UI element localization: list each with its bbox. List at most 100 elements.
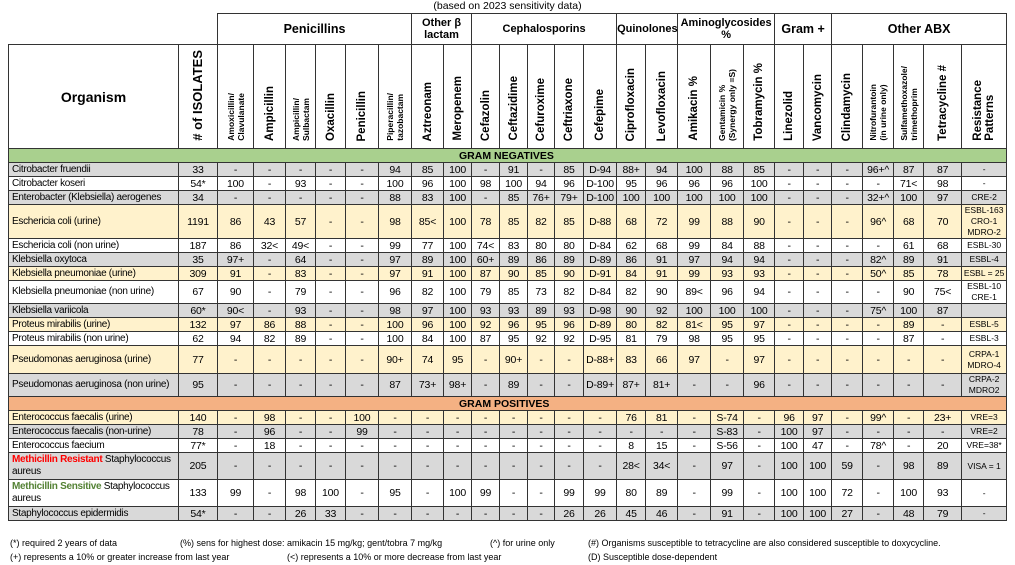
- resistance-pattern-cell: ESBL-4: [961, 252, 1008, 267]
- susceptibility-cell: 47: [803, 438, 833, 453]
- susceptibility-cell: 86: [217, 238, 254, 253]
- resistance-pattern-cell: VRE=2: [961, 424, 1008, 439]
- resistance-pattern-cell: CRPA-2 MDRO2: [961, 373, 1008, 397]
- isolates-cell: 309: [178, 266, 218, 281]
- organism-cell: Klebsiella oxytoca: [8, 252, 179, 267]
- susceptibility-cell: 96: [499, 317, 529, 332]
- susceptibility-cell: -: [743, 410, 776, 425]
- susceptibility-cell: 82: [616, 280, 647, 304]
- susceptibility-cell: -: [315, 452, 346, 480]
- susceptibility-cell: 98: [253, 410, 286, 425]
- susceptibility-cell: -: [677, 479, 712, 507]
- susceptibility-cell: 89: [411, 252, 445, 267]
- susceptibility-cell: 45: [616, 506, 647, 521]
- organism-cell: Staphylococcus epidermidis: [8, 506, 179, 521]
- susceptibility-cell: -: [471, 345, 501, 374]
- susceptibility-cell: -: [743, 479, 776, 507]
- susceptibility-cell: -: [345, 204, 379, 239]
- susceptibility-cell: -: [285, 452, 316, 480]
- footnote-decrease: (<) represents a 10% or more decrease fr…: [287, 552, 502, 562]
- susceptibility-cell: 98: [377, 303, 413, 318]
- susceptibility-cell: 97: [377, 252, 413, 267]
- susceptibility-cell: 90: [893, 280, 925, 304]
- susceptibility-cell: 100: [315, 479, 346, 507]
- resistance-pattern-cell: VISA = 1: [961, 452, 1008, 480]
- susceptibility-cell: -: [253, 162, 286, 177]
- susceptibility-cell: 100: [443, 190, 473, 205]
- isolates-cell: 187: [178, 238, 218, 253]
- susceptibility-cell: 97: [710, 452, 745, 480]
- susceptibility-cell: 75^: [862, 303, 895, 318]
- susceptibility-cell: 94: [377, 162, 413, 177]
- susceptibility-cell: 99: [677, 238, 712, 253]
- susceptibility-cell: 89: [499, 252, 529, 267]
- susceptibility-cell: -: [743, 506, 776, 521]
- susceptibility-cell: 97: [803, 410, 833, 425]
- susceptibility-cell: -: [710, 373, 745, 397]
- susceptibility-cell: -: [285, 438, 316, 453]
- susceptibility-cell: 33: [315, 506, 346, 521]
- susceptibility-cell: 68: [893, 204, 925, 239]
- susceptibility-cell: 100: [803, 479, 833, 507]
- susceptibility-cell: 91: [923, 252, 963, 267]
- susceptibility-cell: -: [253, 506, 286, 521]
- susceptibility-cell: -: [471, 438, 501, 453]
- susceptibility-cell: D-84: [583, 280, 618, 304]
- drug-class-aminoglycosides: Aminoglycosides %: [677, 13, 776, 45]
- table-row: Enterococcus faecalis (non-urine) 78-96- -…: [8, 424, 1008, 439]
- susceptibility-cell: -: [499, 438, 529, 453]
- susceptibility-cell: -: [803, 345, 833, 374]
- susceptibility-cell: 98: [893, 452, 925, 480]
- susceptibility-cell: -: [803, 317, 833, 332]
- resistance-pattern-cell: ESBL-5: [961, 317, 1008, 332]
- susceptibility-cell: -: [315, 373, 346, 397]
- susceptibility-cell: -: [774, 303, 805, 318]
- susceptibility-cell: -: [315, 317, 346, 332]
- susceptibility-cell: -: [499, 410, 529, 425]
- organism-prefix: Methicillin Sensitive: [12, 481, 102, 492]
- susceptibility-cell: 82: [645, 317, 679, 332]
- susceptibility-cell: 96: [253, 424, 286, 439]
- susceptibility-cell: 66: [645, 345, 679, 374]
- susceptibility-cell: -: [583, 452, 618, 480]
- organism-cell: Citrobacter koseri: [8, 176, 179, 191]
- isolates-cell: 140: [178, 410, 218, 425]
- susceptibility-cell: -: [315, 266, 346, 281]
- susceptibility-cell: -: [411, 479, 445, 507]
- susceptibility-cell: 64: [285, 252, 316, 267]
- column-header-ampicillin-sulbactam: Ampicillin/ Sulbactam: [285, 44, 316, 149]
- susceptibility-cell: -: [253, 176, 286, 191]
- susceptibility-cell: -: [803, 162, 833, 177]
- susceptibility-cell: -: [862, 331, 895, 346]
- organism-name: Staphylococcus aureus: [12, 454, 171, 477]
- isolates-cell: 34: [178, 190, 218, 205]
- column-header-label: Ceftriaxone: [563, 77, 576, 141]
- susceptibility-cell: 85: [499, 280, 529, 304]
- organism-header: Organism: [8, 44, 179, 149]
- susceptibility-cell: -: [743, 424, 776, 439]
- susceptibility-cell: 99: [345, 424, 379, 439]
- susceptibility-cell: 97: [677, 252, 712, 267]
- column-header-row: Organism # of ISOLATES Amoxicillin/ Clavu…: [8, 44, 1008, 149]
- susceptibility-cell: 100: [443, 303, 473, 318]
- drug-class-gram: Gram +: [774, 13, 833, 45]
- column-header-sulfamethoxazole-trimethoprim: Sulfamethoxazole/ trimethoprim: [893, 44, 925, 149]
- susceptibility-cell: 94: [743, 252, 776, 267]
- susceptibility-cell: 95: [743, 331, 776, 346]
- susceptibility-cell: 68: [923, 238, 963, 253]
- susceptibility-cell: -: [377, 452, 413, 480]
- organism-cell: Pseudomonas aeruginosa (urine): [8, 345, 179, 374]
- susceptibility-cell: -: [831, 331, 864, 346]
- column-header-ampicillin: Ampicillin: [253, 44, 286, 149]
- column-header-cefazolin: Cefazolin: [471, 44, 501, 149]
- susceptibility-cell: 91: [710, 506, 745, 521]
- susceptibility-cell: 87+: [616, 373, 647, 397]
- susceptibility-cell: -: [345, 252, 379, 267]
- susceptibility-cell: -: [831, 176, 864, 191]
- susceptibility-cell: 88: [743, 238, 776, 253]
- susceptibility-cell: -: [499, 506, 529, 521]
- susceptibility-cell: -: [831, 190, 864, 205]
- column-header-ceftazidime: Ceftazidime: [499, 44, 529, 149]
- column-header-label: Ampicillin/ Sulbactam: [290, 98, 311, 141]
- drug-class-header-row: Penicillins Other β lactam Cephalosporins Q…: [9, 13, 1008, 45]
